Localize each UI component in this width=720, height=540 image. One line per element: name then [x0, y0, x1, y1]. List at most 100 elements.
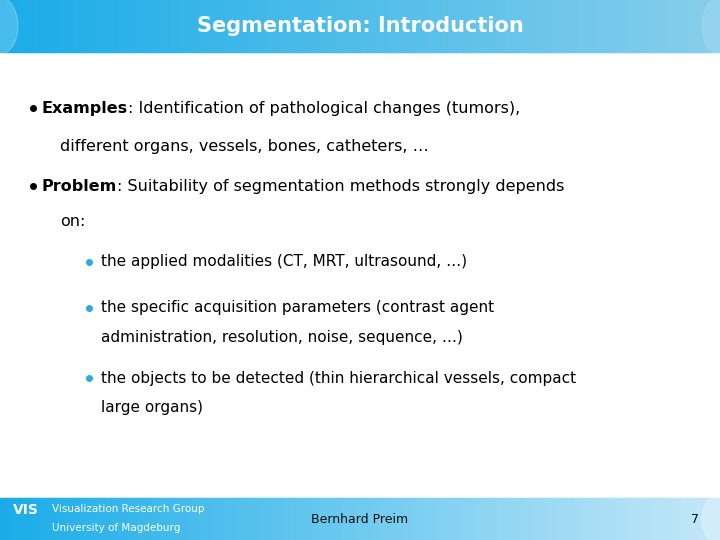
Bar	[355, 498, 359, 540]
Bar	[569, 498, 572, 540]
Bar	[629, 498, 632, 540]
Bar	[245, 0, 248, 52]
Bar	[2, 0, 6, 52]
Bar	[535, 0, 539, 52]
Bar	[31, 0, 35, 52]
Bar	[655, 498, 658, 540]
Bar	[326, 0, 330, 52]
Bar	[101, 498, 104, 540]
Bar	[295, 0, 298, 52]
Bar	[634, 0, 636, 52]
Bar	[559, 498, 562, 540]
Bar	[415, 0, 418, 52]
Bar	[703, 0, 706, 52]
Bar	[197, 498, 200, 540]
Bar	[269, 0, 272, 52]
Bar	[650, 0, 654, 52]
Bar	[89, 0, 92, 52]
Bar	[81, 0, 85, 52]
Bar	[614, 498, 618, 540]
Bar	[689, 498, 692, 540]
Bar	[475, 0, 478, 52]
Bar	[684, 498, 687, 540]
Bar	[336, 498, 339, 540]
Bar	[171, 0, 174, 52]
Bar	[583, 0, 586, 52]
Bar	[288, 498, 291, 540]
Bar	[178, 498, 181, 540]
Bar	[578, 498, 582, 540]
Bar	[96, 498, 99, 540]
Bar	[293, 0, 296, 52]
Bar	[562, 0, 564, 52]
Bar	[14, 498, 17, 540]
Bar	[55, 0, 58, 52]
Bar	[45, 0, 49, 52]
Bar	[281, 0, 284, 52]
Bar	[43, 498, 46, 540]
Bar	[153, 498, 157, 540]
Bar	[77, 498, 80, 540]
Bar	[326, 498, 330, 540]
Bar	[391, 498, 395, 540]
Bar	[271, 0, 274, 52]
Bar	[430, 498, 433, 540]
Bar	[533, 498, 536, 540]
Bar	[523, 498, 526, 540]
Bar	[567, 0, 570, 52]
Bar	[65, 0, 68, 52]
Bar	[238, 498, 240, 540]
Bar	[441, 498, 445, 540]
Bar	[353, 0, 356, 52]
Bar	[576, 498, 579, 540]
Bar	[50, 498, 53, 540]
Bar	[713, 0, 716, 52]
Bar	[523, 0, 526, 52]
Bar	[379, 498, 382, 540]
Bar	[365, 0, 368, 52]
Bar	[252, 0, 255, 52]
Bar	[662, 0, 665, 52]
Bar	[631, 498, 634, 540]
Bar	[499, 0, 503, 52]
Bar	[636, 498, 639, 540]
Bar	[250, 498, 253, 540]
Bar	[639, 498, 642, 540]
Bar	[110, 0, 114, 52]
Bar	[192, 498, 195, 540]
Bar	[468, 498, 471, 540]
Bar	[58, 0, 60, 52]
Bar	[434, 498, 438, 540]
Bar	[259, 0, 262, 52]
Bar	[297, 498, 301, 540]
Bar	[552, 0, 555, 52]
Bar	[139, 0, 143, 52]
Bar	[439, 498, 442, 540]
Bar	[106, 498, 109, 540]
Bar	[12, 0, 15, 52]
Text: : Identification of pathological changes (tumors),: : Identification of pathological changes…	[128, 100, 520, 116]
Bar	[348, 0, 351, 52]
Bar	[562, 498, 564, 540]
Bar	[283, 498, 287, 540]
Bar	[706, 498, 708, 540]
Bar	[34, 498, 37, 540]
Bar	[144, 498, 147, 540]
Bar	[715, 0, 719, 52]
Bar	[470, 498, 474, 540]
Bar	[84, 0, 87, 52]
Bar	[180, 0, 183, 52]
Bar	[77, 0, 80, 52]
Bar	[528, 0, 531, 52]
Bar	[403, 0, 406, 52]
Bar	[502, 498, 505, 540]
Bar	[708, 498, 711, 540]
Bar	[48, 498, 51, 540]
Text: administration, resolution, noise, sequence, …): administration, resolution, noise, seque…	[101, 330, 463, 345]
Bar	[91, 498, 94, 540]
Bar	[626, 0, 629, 52]
Bar	[207, 498, 210, 540]
Bar	[142, 0, 145, 52]
Bar	[466, 0, 469, 52]
Bar	[482, 0, 485, 52]
